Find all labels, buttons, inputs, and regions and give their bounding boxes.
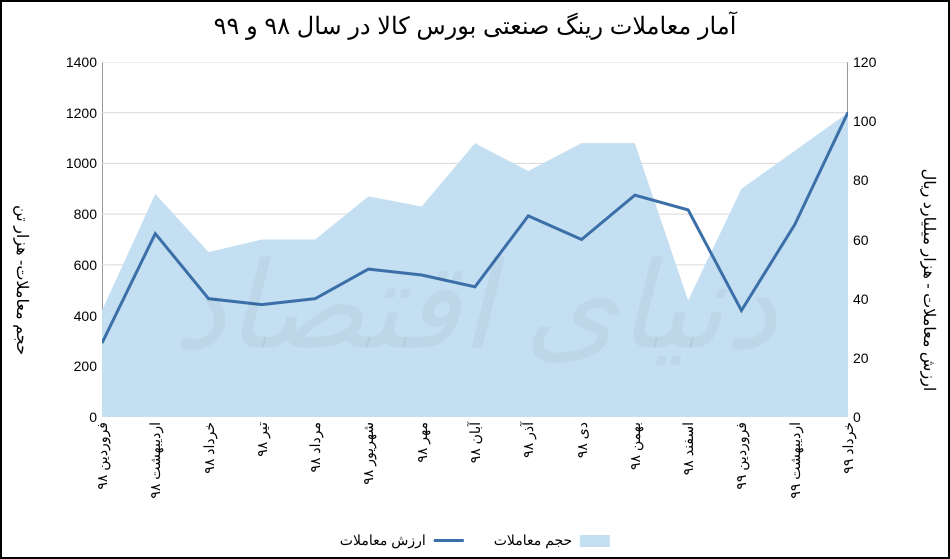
plot-area — [102, 62, 848, 417]
x-tick-label: آبان ۹۸ — [467, 422, 483, 463]
y-right-tick: 20 — [853, 350, 869, 366]
y-left-tick: 800 — [74, 206, 97, 222]
y-left-tick: 600 — [74, 257, 97, 273]
x-tick-label: مرداد ۹۸ — [307, 422, 323, 473]
y-right-tick: 80 — [853, 172, 869, 188]
y-right-tick: 100 — [853, 113, 876, 129]
y-left-tick: 200 — [74, 358, 97, 374]
x-tick-label: مهر ۹۸ — [414, 422, 430, 463]
x-tick-label: آذر ۹۸ — [520, 422, 536, 458]
chart-title: آمار معاملات رینگ صنعتی بورس کالا در سال… — [2, 2, 948, 41]
chart-svg — [102, 62, 848, 417]
legend-swatch-line — [434, 539, 464, 542]
y-axis-right: 020406080100120 — [848, 62, 888, 417]
x-tick-label: اسفند ۹۸ — [680, 422, 696, 475]
legend-label: حجم معاملات — [494, 532, 572, 549]
x-tick-label: دی ۹۸ — [574, 422, 590, 458]
y-right-tick: 40 — [853, 291, 869, 307]
x-tick-label: شهریور ۹۸ — [360, 422, 376, 485]
legend-item: ارزش معاملات — [340, 532, 464, 549]
y-left-tick: 400 — [74, 308, 97, 324]
y-right-tick: 120 — [853, 54, 876, 70]
y-axis-right-label: ارزش معاملات - هزار میلیارد ریال — [919, 168, 938, 391]
x-tick-label: فروردین ۹۹ — [733, 422, 749, 490]
legend: حجم معاملات ارزش معاملات — [340, 532, 610, 549]
y-axis-left: 0200400600800100012001400 — [62, 62, 102, 417]
x-tick-label: خرداد ۹۹ — [840, 422, 856, 474]
x-tick-label: فروردین ۹۸ — [94, 422, 110, 490]
legend-item: حجم معاملات — [494, 532, 610, 549]
chart-container: آمار معاملات رینگ صنعتی بورس کالا در سال… — [0, 0, 950, 559]
x-tick-label: تیر ۹۸ — [254, 422, 270, 457]
y-left-tick: 1000 — [66, 155, 97, 171]
legend-label: ارزش معاملات — [340, 532, 426, 549]
x-axis-labels: فروردین ۹۸اردیبهشت ۹۸خرداد ۹۸تیر ۹۸مرداد… — [102, 422, 848, 522]
x-tick-label: اردیبهشت ۹۸ — [147, 422, 163, 499]
y-axis-left-label: حجم معاملات- هزار تن — [12, 205, 31, 355]
y-right-tick: 60 — [853, 232, 869, 248]
x-tick-label: خرداد ۹۸ — [201, 422, 217, 474]
y-left-tick: 1200 — [66, 105, 97, 121]
x-tick-label: بهمن ۹۸ — [627, 422, 643, 470]
x-tick-label: اردیبهشت ۹۹ — [787, 422, 803, 499]
y-left-tick: 1400 — [66, 54, 97, 70]
legend-swatch-area — [580, 535, 610, 547]
